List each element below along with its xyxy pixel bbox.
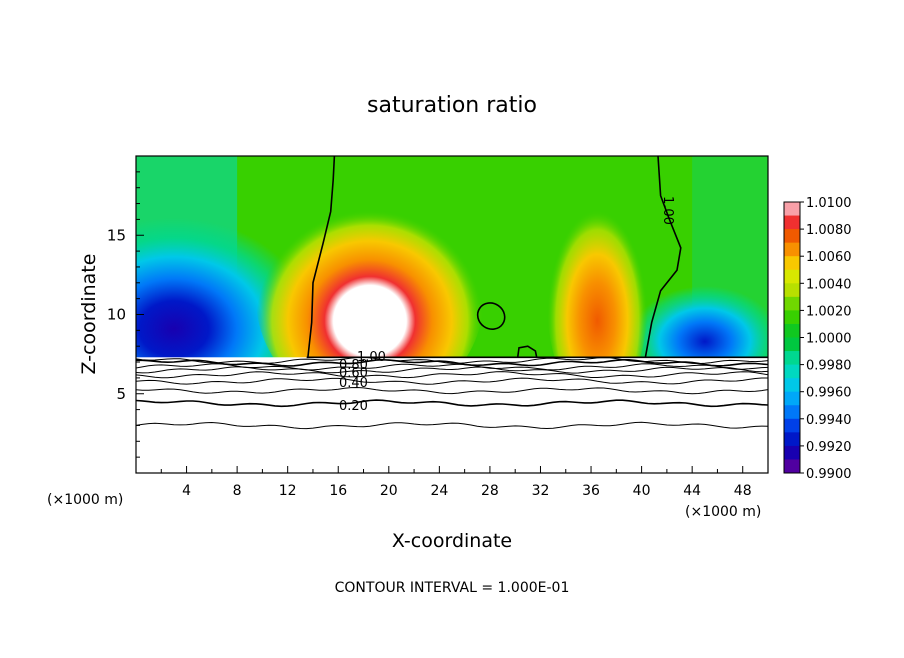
x-tick-label: 32	[532, 483, 550, 499]
below-base-fill	[136, 357, 768, 473]
colorbar-label: 0.9920	[806, 440, 852, 455]
contour-label-0.40: 0.40	[339, 376, 368, 391]
x-tick-label: 20	[380, 483, 398, 499]
contour-0.90	[136, 356, 768, 365]
colorbar-swatch	[784, 445, 800, 460]
contour-0.50	[136, 371, 768, 379]
contour-lines	[136, 156, 768, 430]
y-axis: 5 10 15	[107, 171, 144, 458]
colorbar-label: 1.0000	[806, 332, 852, 347]
x-tick-label: 8	[233, 483, 242, 499]
x-tick-label: 24	[430, 483, 448, 499]
colorbar-swatch	[784, 202, 800, 217]
colorbar-swatch	[784, 242, 800, 257]
y-tick-label: 5	[116, 385, 126, 403]
colorbar-swatch	[784, 283, 800, 298]
x-tick-label: 12	[279, 483, 297, 499]
colorbar-label: 0.9940	[806, 413, 852, 428]
colorbar-swatch	[784, 310, 800, 325]
colorbar-swatch	[784, 256, 800, 271]
colorbar-swatch	[784, 391, 800, 406]
x-tick-label: 16	[329, 483, 347, 499]
colorbar-label: 1.0100	[806, 196, 852, 211]
colorbar-swatch	[784, 269, 800, 284]
contour-label-0.60: 0.60	[339, 366, 368, 381]
contour-1.00-left	[307, 156, 336, 358]
colorbar-label: 0.9980	[806, 359, 852, 374]
contour-1.00-loop	[476, 302, 506, 330]
colorbar-swatch	[784, 337, 800, 352]
colorbar-label: 1.0060	[806, 250, 852, 265]
contour-label-0.80: 0.80	[339, 358, 368, 373]
colorbar-swatch	[784, 405, 800, 420]
x-tick-label: 36	[582, 483, 600, 499]
contour-label-1.00: 1.00	[357, 350, 386, 365]
colorbar-label: 1.0040	[806, 277, 852, 292]
colorbar-swatch	[784, 351, 800, 366]
colorbar: 1.0100 1.0080 1.0060 1.0040 1.0020 1.0000 0.99…	[783, 196, 852, 482]
x-tick-label: 48	[734, 483, 752, 499]
x-tick-label: 4	[182, 483, 191, 499]
x-tick-label: 28	[481, 483, 499, 499]
colorbar-swatch	[784, 459, 800, 474]
contour-0.20	[136, 399, 768, 408]
plot-area	[136, 156, 768, 473]
contour-0.10	[136, 421, 768, 430]
colorbar-swatch	[784, 296, 800, 311]
contour-labels: 1.00 1.00 0.80 0.60 0.40 0.20	[339, 196, 675, 414]
y-tick-label: 15	[107, 226, 126, 244]
x-unit-label-left: (×1000 m)	[47, 492, 123, 508]
contour-0.40	[136, 377, 768, 385]
y-tick-label: 10	[107, 306, 126, 324]
contour-label-0.20: 0.20	[339, 399, 368, 414]
contour-0.80	[136, 358, 768, 367]
y-axis-label: Z-coordinate	[78, 254, 100, 375]
colorbar-label: 1.0020	[806, 304, 852, 319]
colorbar-label: 0.9900	[806, 467, 852, 482]
contour-label-1.00-top: 1.00	[660, 196, 675, 225]
colorbar-label: 1.0080	[806, 223, 852, 238]
colorbar-swatch	[784, 378, 800, 393]
x-axis: 4 8 12 16 20 24 28 32 36 40 44 48	[160, 466, 752, 499]
colorbar-swatch	[784, 323, 800, 338]
x-tick-label: 40	[633, 483, 651, 499]
contour-interval-note: CONTOUR INTERVAL = 1.000E-01	[335, 580, 570, 596]
x-unit-label-right: (×1000 m)	[685, 504, 761, 520]
x-axis-label: X-coordinate	[392, 530, 512, 552]
contour-1.00-right	[644, 156, 682, 358]
shade-right-cloud	[546, 187, 648, 410]
colorbar-label: 0.9960	[806, 386, 852, 401]
colorbar-swatch	[784, 432, 800, 447]
chart-title: saturation ratio	[367, 93, 537, 118]
colorbar-swatch	[784, 229, 800, 244]
x-tick-label: 44	[683, 483, 701, 499]
saturation-shading	[136, 156, 768, 473]
contour-0.70	[136, 363, 768, 371]
shade-left-cloud	[256, 187, 484, 410]
contour-1.00-small	[516, 345, 538, 358]
colorbar-swatch	[784, 364, 800, 379]
contour-0.30	[136, 386, 768, 395]
colorbar-swatch	[784, 215, 800, 230]
colorbar-swatch	[784, 418, 800, 433]
